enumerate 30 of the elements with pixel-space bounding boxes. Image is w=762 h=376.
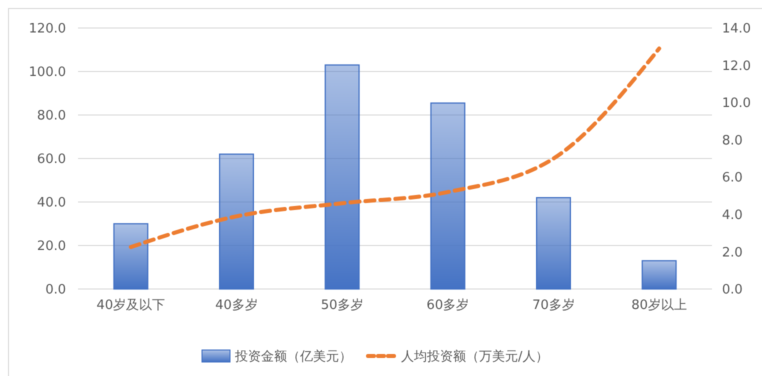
- y2-tick-label: 14.0: [722, 22, 751, 37]
- bar: [324, 64, 360, 290]
- x-tick-label: 80岁以上: [631, 298, 687, 313]
- legend-label: 人均投资额（万美元/人）: [401, 348, 548, 365]
- x-tick-label: 40多岁: [215, 298, 258, 313]
- y2-tick-label: 4.0: [722, 208, 743, 223]
- y2-tick-label: 0.0: [722, 282, 743, 298]
- legend-label: 投资金额（亿美元）: [234, 348, 352, 365]
- y-tick-label: 40.0: [37, 196, 66, 211]
- bar: [642, 260, 677, 290]
- y2-tick-label: 2.0: [722, 245, 743, 260]
- x-tick-label: 60多岁: [426, 298, 470, 313]
- x-tick-label: 70多岁: [532, 298, 575, 313]
- x-tick-label: 50多岁: [320, 298, 364, 313]
- line-series: [128, 46, 662, 250]
- y-tick-label: 20.0: [37, 239, 66, 254]
- y2-tick-label: 6.0: [722, 170, 743, 186]
- y2-tick-label: 12.0: [722, 58, 751, 74]
- bar: [113, 223, 148, 290]
- bar: [536, 197, 572, 290]
- y2-tick-label: 10.0: [722, 96, 751, 112]
- y-tick-label: 0.0: [45, 282, 66, 298]
- y2-tick-label: 8.0: [722, 133, 743, 148]
- y-tick-label: 60.0: [37, 152, 66, 168]
- y-tick-label: 120.0: [28, 22, 66, 37]
- x-tick-label: 40岁及以下: [96, 298, 166, 313]
- y-tick-label: 100.0: [28, 65, 66, 80]
- y-tick-label: 80.0: [37, 108, 66, 124]
- bar: [430, 102, 466, 290]
- bar: [218, 154, 254, 290]
